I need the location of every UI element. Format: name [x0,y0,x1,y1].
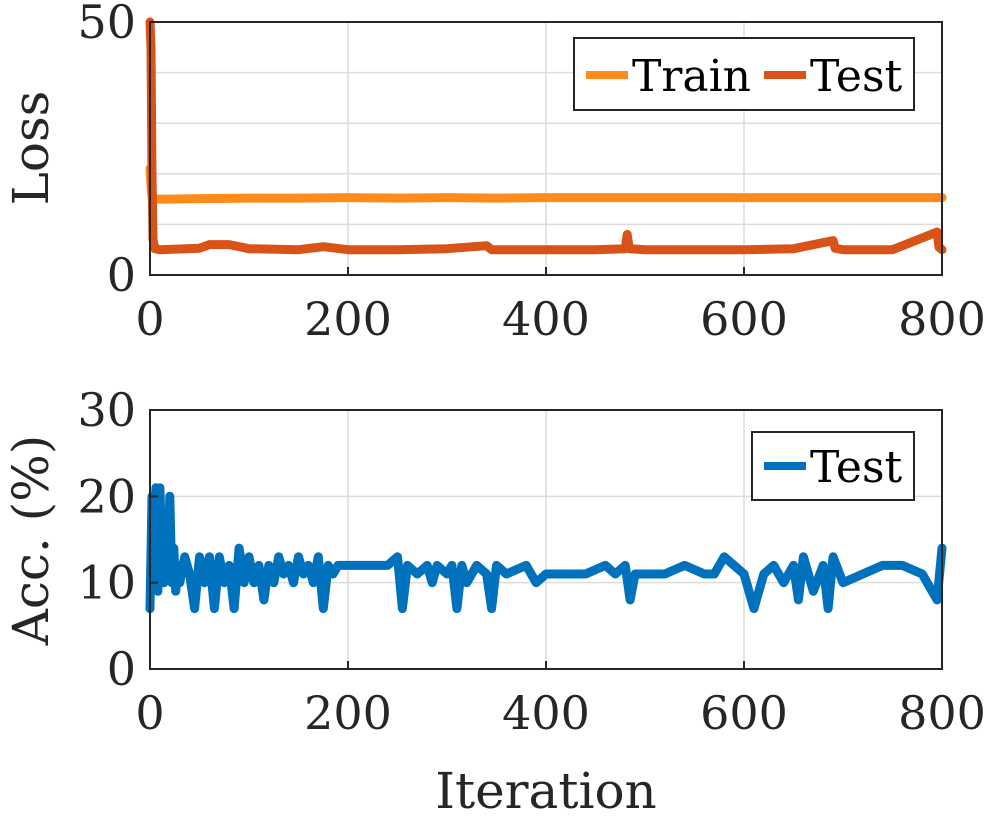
acc-ytick-label: 0 [107,642,136,696]
loss-xtick-label: 800 [898,292,986,346]
legend-acc-test-label: Test [810,442,903,493]
loss-xtick-label: 400 [502,292,590,346]
acc-xtick-label: 800 [898,686,986,740]
loss-ticks: 0 200 400 600 800 0 50 [77,0,985,346]
loss-ytick-label: 50 [77,0,136,49]
acc-series-test-line [145,483,947,614]
acc-xtick-label: 400 [502,686,590,740]
acc-ytick-label: 20 [77,469,136,523]
loss-ylabel: Loss [2,91,60,206]
loss-series-train-line [145,164,947,204]
acc-xlabel: Iteration [435,762,657,818]
legend-train-label: Train [632,51,751,102]
acc-legend: Test [751,431,915,501]
loss-series-test-line [145,17,947,255]
acc-xtick-label: 200 [304,686,392,740]
acc-series [145,483,947,614]
loss-legend-box [573,37,915,111]
loss-legend: Train Test [573,37,915,111]
loss-ytick-label: 0 [107,248,136,302]
loss-series [145,17,947,255]
loss-subplot: 0 200 400 600 800 0 50 Loss Train Test [2,0,986,346]
acc-ticks: 0 200 400 600 800 0 10 20 30 [77,383,985,740]
loss-xtick-label: 200 [304,292,392,346]
loss-xtick-label: 600 [700,292,788,346]
acc-xtick-label: 600 [700,686,788,740]
acc-ytick-label: 30 [77,383,136,437]
acc-ylabel: Acc. (%) [2,435,60,646]
acc-ytick-label: 10 [77,556,136,610]
loss-xtick-label: 0 [135,292,164,346]
legend-loss-test-label: Test [810,51,903,102]
acc-xtick-label: 0 [135,686,164,740]
